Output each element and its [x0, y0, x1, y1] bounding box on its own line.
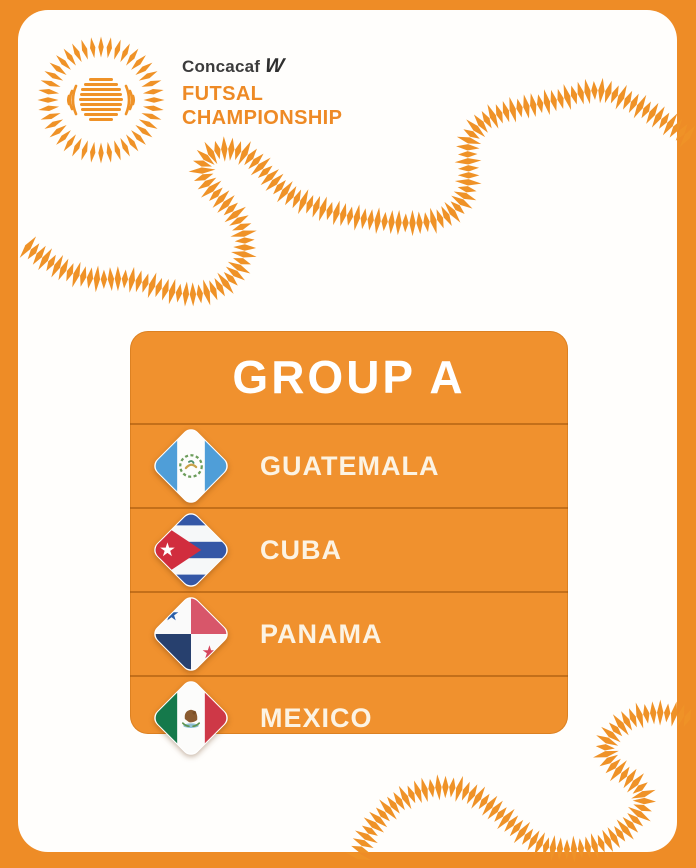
- event-title-line2: CHAMPIONSHIP: [182, 106, 343, 129]
- team-name: MEXICO: [260, 702, 373, 733]
- group-title: GROUP A: [232, 351, 466, 403]
- team-name: GUATEMALA: [260, 450, 440, 481]
- mexico-flag-diamond-icon: [151, 678, 231, 758]
- brand-org-line: Concacaf W: [182, 55, 342, 77]
- team-row-cuba: CUBA: [130, 507, 568, 591]
- brand-org-name: Concacaf: [182, 57, 261, 76]
- panama-flag-diamond-icon: [151, 594, 231, 674]
- concacaf-w-mark-icon: W: [263, 55, 286, 77]
- group-card-header: GROUP A: [130, 331, 568, 423]
- team-row-panama: PANAMA: [130, 591, 568, 675]
- team-row-guatemala: GUATEMALA: [130, 423, 568, 507]
- cuba-flag-diamond-icon: [151, 510, 231, 590]
- event-title-line1: FUTSAL: [182, 83, 264, 105]
- team-row-mexico: MEXICO: [130, 675, 568, 759]
- brand-lockup: Concacaf W FUTSAL CHAMPIONSHIP: [182, 55, 343, 130]
- team-name: CUBA: [260, 534, 342, 565]
- team-name: PANAMA: [260, 618, 383, 649]
- group-card: GROUP A GUATEMALA: [130, 331, 568, 758]
- guatemala-flag-diamond-icon: [151, 426, 231, 506]
